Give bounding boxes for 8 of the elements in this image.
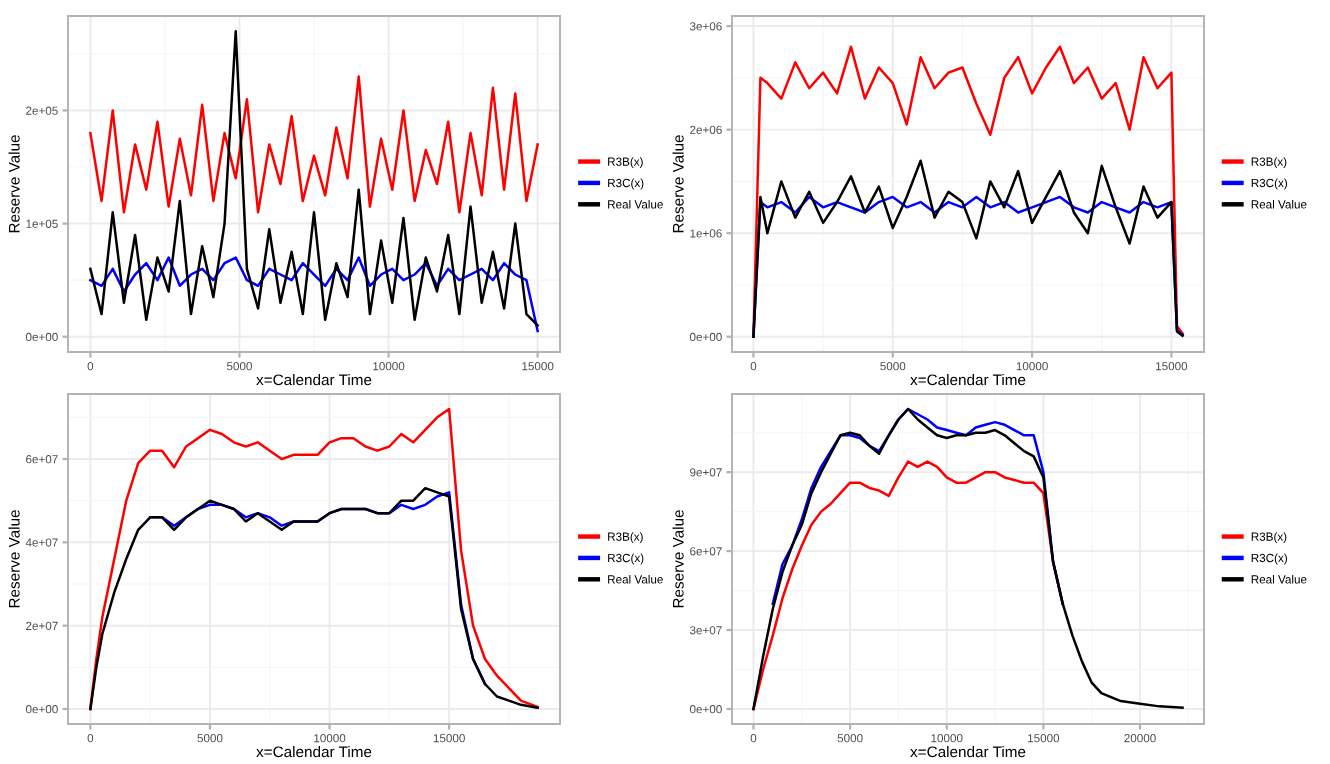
- line-series: [752, 159, 1184, 338]
- line-series: [752, 45, 1184, 338]
- line-series: [89, 256, 539, 333]
- line-series: [89, 486, 539, 711]
- line-series: [89, 407, 539, 711]
- line-series: [89, 30, 539, 327]
- line-series: [89, 75, 539, 214]
- line-series: [752, 407, 1184, 711]
